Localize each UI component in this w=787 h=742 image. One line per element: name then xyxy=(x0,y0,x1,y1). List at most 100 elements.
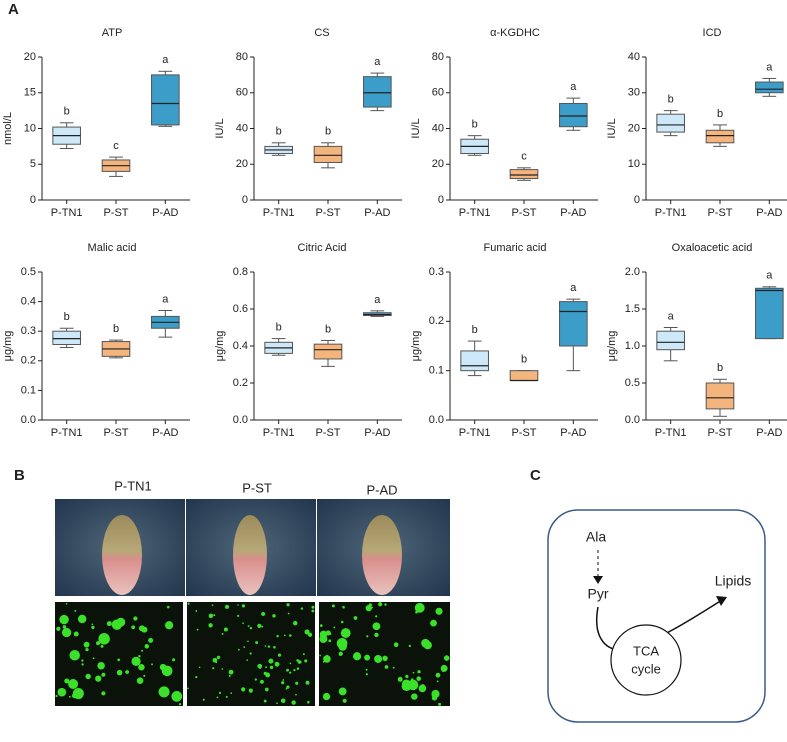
droplet xyxy=(276,634,279,638)
y-tick-label: 0.0 xyxy=(625,414,640,426)
droplet xyxy=(397,676,403,682)
panel-label: C xyxy=(530,467,541,484)
y-tick-label: 40 xyxy=(236,122,248,134)
y-tick-label: 0.1 xyxy=(429,365,444,377)
x-tick-label: P-TN1 xyxy=(51,207,83,219)
droplet xyxy=(319,654,321,657)
droplet xyxy=(92,657,95,660)
chart-title: ATP xyxy=(102,27,123,39)
droplet xyxy=(323,655,331,663)
significance-letter: b xyxy=(325,323,331,335)
droplet xyxy=(416,676,421,681)
droplet xyxy=(211,604,214,607)
droplet xyxy=(61,627,72,638)
x-tick-label: P-TN1 xyxy=(263,427,295,439)
droplet xyxy=(283,634,286,637)
droplet xyxy=(265,666,268,669)
y-tick-label: 0.3 xyxy=(21,325,36,337)
droplet xyxy=(340,628,351,638)
droplet xyxy=(95,641,101,646)
droplet xyxy=(242,622,244,625)
droplet xyxy=(412,671,415,674)
droplet xyxy=(85,647,89,652)
droplet xyxy=(68,695,71,698)
droplet xyxy=(268,658,274,664)
droplet xyxy=(55,694,58,698)
chart-title: Citric Acid xyxy=(298,242,347,254)
droplet xyxy=(81,663,84,666)
droplet xyxy=(111,619,123,630)
droplet xyxy=(212,657,218,663)
droplet xyxy=(81,659,84,662)
droplet xyxy=(338,651,343,656)
droplet xyxy=(280,698,286,704)
panel-label: A xyxy=(8,1,19,18)
significance-letter: b xyxy=(717,362,723,374)
droplet xyxy=(164,621,174,630)
droplet xyxy=(261,612,266,616)
droplet xyxy=(407,679,419,691)
droplet xyxy=(212,667,215,670)
droplet xyxy=(136,677,144,685)
y-tick-label: 0 xyxy=(242,194,248,206)
droplet xyxy=(338,687,347,696)
droplet xyxy=(264,645,267,647)
droplet xyxy=(72,688,84,700)
y-tick-label: 0.0 xyxy=(429,414,444,426)
droplet xyxy=(228,669,234,675)
droplet xyxy=(304,659,308,663)
y-tick-label: 15 xyxy=(24,87,36,99)
significance-letter: a xyxy=(766,61,773,73)
droplet xyxy=(85,673,91,680)
y-tick-label: 5 xyxy=(30,158,36,170)
y-tick-label: 10 xyxy=(24,122,36,134)
y-axis-label: μg/mg xyxy=(410,331,422,362)
droplet xyxy=(172,658,176,662)
insect xyxy=(233,515,267,595)
droplet xyxy=(257,623,262,628)
droplet xyxy=(62,625,67,629)
y-axis-label: μg/mg xyxy=(2,331,14,362)
droplet xyxy=(276,702,278,705)
droplet xyxy=(286,685,290,689)
box xyxy=(509,169,539,180)
x-tick-label: P-ST xyxy=(315,427,340,439)
y-tick-label: 20 xyxy=(236,158,248,170)
significance-letter: b xyxy=(64,311,70,323)
droplet xyxy=(138,654,141,658)
droplet xyxy=(95,675,102,682)
tca-circle xyxy=(610,624,682,696)
droplet xyxy=(56,626,61,631)
y-tick-label: 20 xyxy=(24,51,36,63)
significance-letter: b xyxy=(472,119,478,131)
box xyxy=(313,145,343,163)
droplet xyxy=(143,674,146,677)
diagram-frame xyxy=(547,509,766,723)
droplet xyxy=(295,693,297,696)
droplet xyxy=(237,648,240,651)
droplet xyxy=(374,654,383,663)
droplet xyxy=(98,633,110,645)
droplet xyxy=(392,666,395,669)
y-axis-label: μg/mg xyxy=(606,331,618,362)
droplet xyxy=(287,612,290,615)
droplet xyxy=(282,679,285,681)
droplet xyxy=(374,632,379,638)
droplet xyxy=(289,662,292,665)
x-tick-label: P-ST xyxy=(707,207,732,219)
arrowhead xyxy=(716,596,727,606)
droplet xyxy=(272,614,276,618)
y-tick-label: 80 xyxy=(236,51,248,63)
box xyxy=(705,382,735,410)
droplet xyxy=(384,603,387,606)
droplet xyxy=(216,696,219,699)
droplet xyxy=(289,671,292,674)
droplet xyxy=(69,649,80,661)
droplet xyxy=(77,614,87,624)
image-label: P-AD xyxy=(366,482,397,497)
image-label: P-TN1 xyxy=(114,478,152,493)
droplet xyxy=(297,660,302,664)
droplet xyxy=(221,632,224,635)
droplet xyxy=(116,669,123,676)
y-axis-label: IU/L xyxy=(606,118,618,138)
